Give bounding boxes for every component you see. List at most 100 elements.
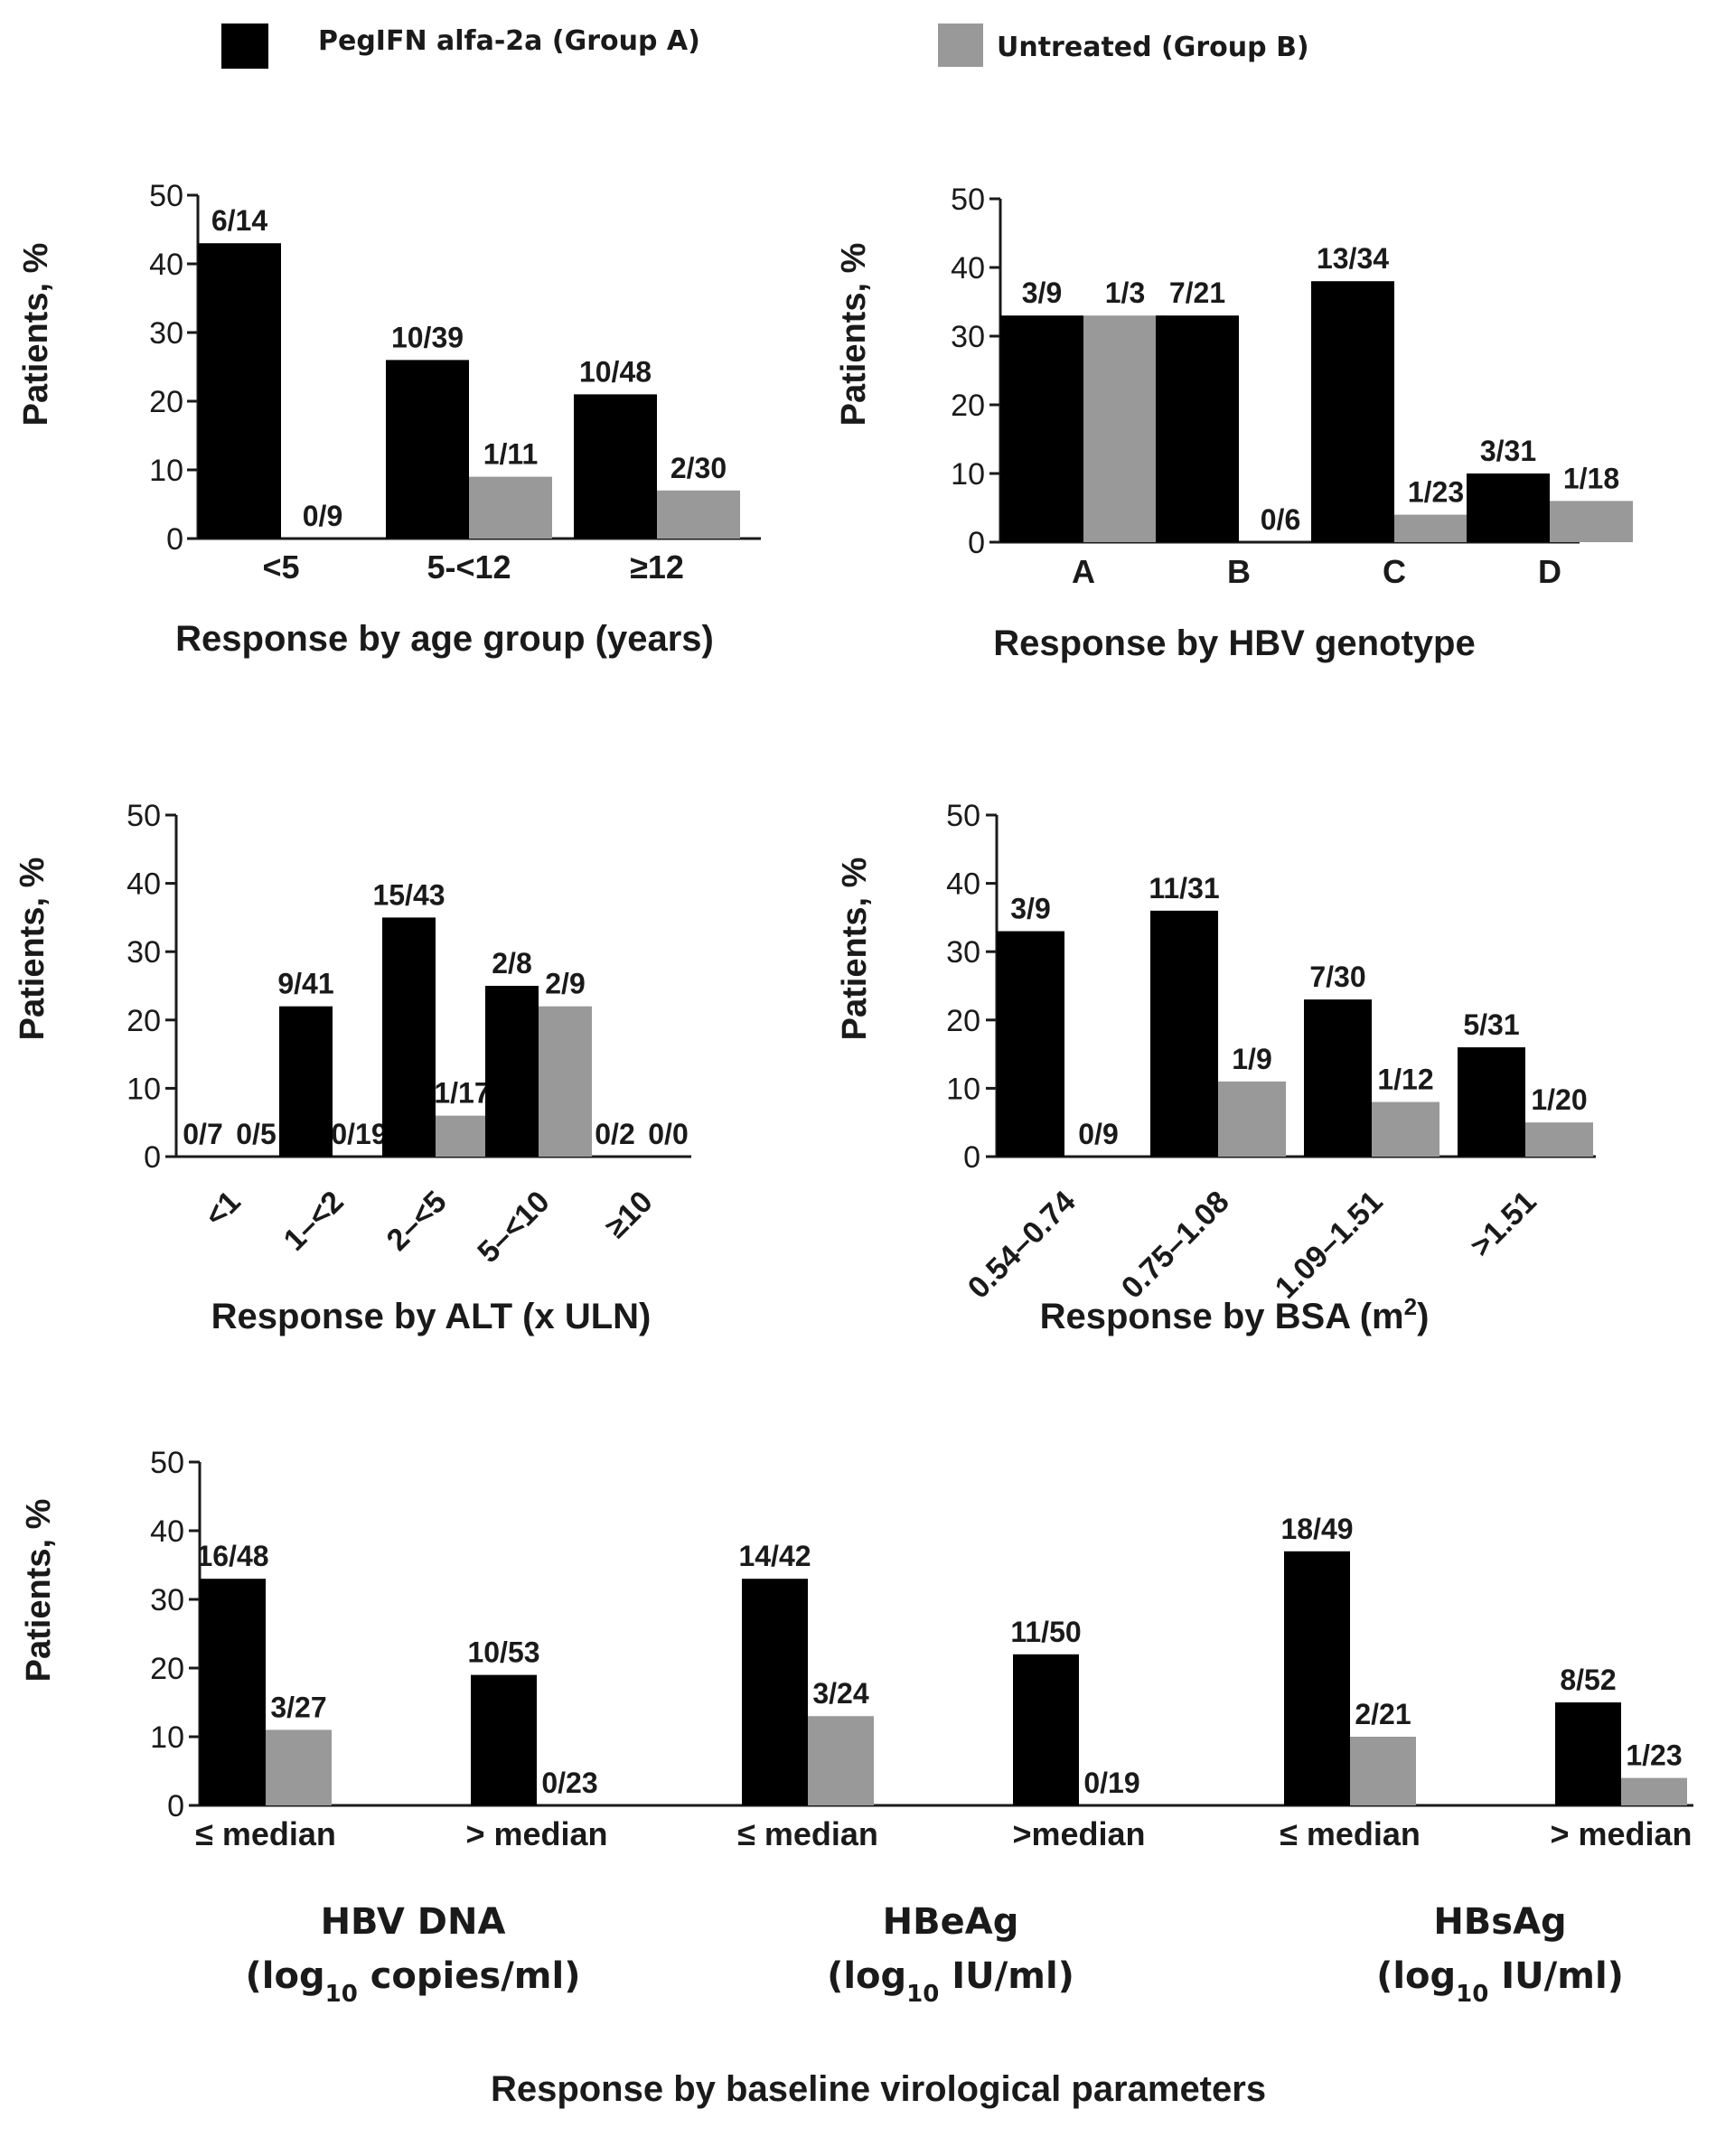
data-label-group-a: 0/2 [595, 1118, 634, 1150]
category-label: >1.51 [1464, 1185, 1543, 1264]
category-label: <1 [198, 1185, 247, 1233]
y-tick-label: 50 [149, 179, 183, 213]
category-label: > median [1550, 1815, 1692, 1852]
bar-group-a [1304, 999, 1372, 1157]
data-label-group-b: 1/20 [1531, 1083, 1587, 1116]
y-tick-label: 20 [149, 385, 183, 419]
category-label: D [1538, 553, 1561, 590]
bar-group-b [266, 1729, 332, 1805]
y-tick-label: 0 [963, 1140, 980, 1175]
data-label-group-b: 0/19 [331, 1118, 387, 1150]
bar-group-b [1350, 1737, 1416, 1805]
category-label: 2–<5 [380, 1185, 454, 1258]
data-label-group-b: 0/23 [541, 1767, 597, 1799]
data-label-group-b: 2/9 [545, 968, 585, 1000]
data-label-group-a: 6/14 [211, 204, 267, 237]
legend-swatch-group-a [221, 23, 268, 69]
data-label-group-a: 16/48 [196, 1540, 268, 1572]
group-unit-label: (log10 IU/ml) [1376, 1955, 1624, 2008]
y-axis-label: Patients, % [14, 858, 52, 1041]
data-label-group-b: 3/24 [812, 1677, 868, 1710]
bar-group-a [1458, 1047, 1525, 1157]
data-label-group-b: 1/11 [483, 438, 539, 471]
y-tick-label: 10 [150, 1720, 184, 1755]
chart-alt: 0 10 20 30 40 50 Patients, % 0/7 0/5 <1 9/41 0/19 1–… [14, 799, 691, 1336]
legend-label-group-a: PegIFN alfa-2a (Group A) [318, 25, 700, 57]
bar-group-b [657, 490, 740, 539]
legend: PegIFN alfa-2a (Group A) Untreated (Grou… [221, 23, 1309, 69]
x-axis-label: Response by HBV genotype [993, 623, 1475, 663]
bar-group-a [997, 931, 1064, 1157]
bar-group-a [279, 1006, 333, 1157]
data-label-group-b: 2/30 [670, 452, 727, 484]
data-label-group-b: 1/18 [1563, 462, 1619, 494]
y-tick-label: 40 [951, 251, 985, 286]
y-tick-label: 10 [951, 457, 985, 492]
y-axis-label: Patients, % [836, 858, 874, 1041]
data-label-group-b: 1/23 [1626, 1739, 1682, 1772]
data-label-group-b: 2/21 [1355, 1698, 1411, 1730]
category-label: B [1227, 553, 1251, 590]
data-label-group-a: 10/48 [579, 355, 652, 388]
y-tick-label: 20 [127, 1004, 161, 1038]
y-tick-label: 40 [946, 867, 980, 902]
data-label-group-a: 7/30 [1309, 961, 1365, 993]
y-tick-label: 40 [149, 248, 183, 282]
category-label: >median [1012, 1815, 1145, 1852]
data-label-group-a: 7/21 [1169, 277, 1225, 309]
data-label-group-a: 3/31 [1480, 435, 1536, 467]
bar-group-b [469, 476, 552, 539]
chart-virological: 0 10 20 30 40 50 Patients, % 16/48 3/27 ≤ median 1… [20, 1446, 1693, 2008]
bar-group-b [436, 1115, 489, 1157]
bar-group-a [485, 986, 539, 1157]
bar-group-a [1467, 473, 1550, 542]
data-label-group-a: 10/53 [467, 1636, 539, 1669]
group-label: HBsAg [1433, 1901, 1566, 1943]
group-unit-label: (log10 copies/ml) [246, 1955, 581, 2008]
group-label: HBeAg [883, 1901, 1019, 1943]
y-tick-label: 50 [150, 1446, 184, 1480]
figure-bottom-title: Response by baseline virological paramet… [491, 2069, 1266, 2109]
y-tick-label: 40 [150, 1514, 184, 1549]
y-axis-label: Patients, % [17, 243, 55, 427]
y-axis-label: Patients, % [20, 1499, 58, 1683]
y-tick-label: 50 [951, 183, 985, 217]
category-label: ≤ median [195, 1815, 336, 1852]
bar-group-b [1550, 501, 1633, 542]
data-label-group-b: 1/23 [1408, 476, 1464, 509]
bar-group-a [1284, 1551, 1350, 1805]
group-unit-label: (log10 IU/ml) [827, 1955, 1074, 2008]
data-label-group-a: 5/31 [1463, 1008, 1519, 1041]
x-axis-label: Response by age group (years) [175, 619, 714, 659]
y-tick-label: 50 [946, 799, 980, 833]
chart-bsa: 0 10 20 30 40 50 Patients, % 3/9 0/9 0.54–0.74 11/… [836, 799, 1596, 1336]
y-tick-label: 0 [167, 1789, 184, 1823]
bar-group-a [742, 1579, 808, 1805]
bar-group-a [200, 1579, 266, 1805]
y-tick-label: 30 [150, 1583, 184, 1617]
y-tick-label: 0 [166, 522, 183, 557]
data-label-group-b: 0/5 [236, 1118, 276, 1150]
data-label-group-a: 0/7 [183, 1118, 222, 1150]
bar-group-a [1555, 1702, 1621, 1805]
y-tick-label: 10 [127, 1072, 161, 1106]
category-label: <5 [262, 548, 299, 586]
data-label-group-a: 9/41 [277, 968, 333, 1000]
data-label-group-a: 15/43 [372, 878, 445, 911]
y-tick-label: 30 [946, 935, 980, 970]
legend-swatch-group-b [938, 23, 983, 67]
bar-group-a [1013, 1654, 1079, 1805]
group-label: HBV DNA [321, 1901, 506, 1943]
data-label-group-a: 10/39 [391, 321, 464, 353]
category-label: ≥12 [630, 548, 684, 586]
category-label: 5–<10 [471, 1185, 556, 1270]
data-label-group-b: 1/9 [1232, 1043, 1271, 1075]
y-tick-label: 20 [951, 389, 985, 423]
y-tick-label: 10 [946, 1072, 980, 1106]
category-label: 1.09–1.51 [1269, 1185, 1390, 1306]
bar-group-a [1311, 281, 1394, 542]
data-label-group-b: 0/9 [1078, 1118, 1118, 1150]
y-tick-label: 20 [946, 1004, 980, 1038]
bar-group-a [471, 1674, 537, 1805]
category-label: ≤ median [737, 1815, 878, 1852]
